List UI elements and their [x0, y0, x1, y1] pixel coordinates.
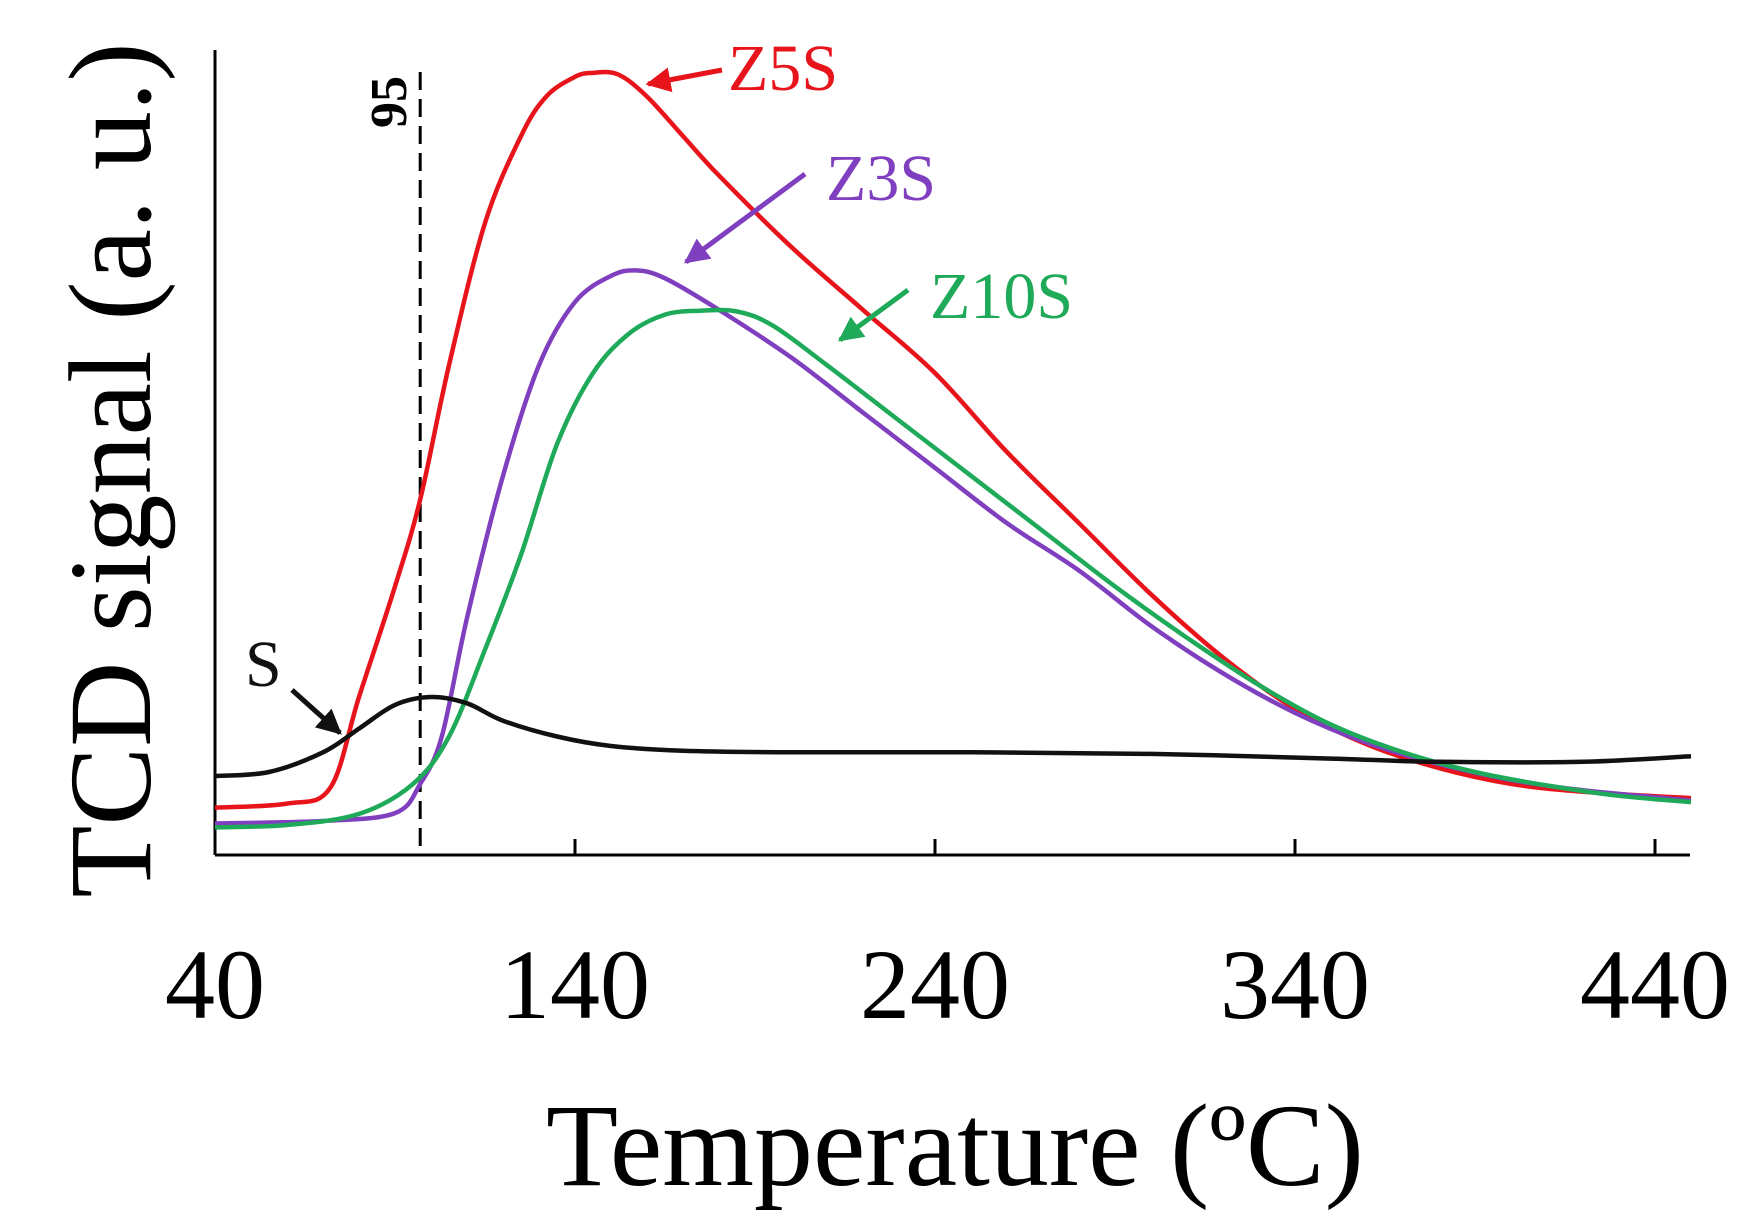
series-annotations: Z5S Z3S Z10S S [245, 32, 1073, 735]
reference-line-label: 95 [361, 76, 418, 128]
series-label-s: S [245, 628, 282, 701]
x-axis-ticks: 40 140 240 340 440 [165, 839, 1730, 1040]
series-label-z3s: Z3S [826, 142, 936, 215]
series-line-z3s [214, 268, 1692, 826]
x-tick-label: 240 [860, 929, 1010, 1040]
arrow-s [290, 688, 342, 735]
x-tick-label: 440 [1580, 929, 1730, 1040]
series-lines [214, 69, 1692, 830]
arrow-z10s [837, 287, 910, 343]
y-axis-title: TCD signal (a. u.) [45, 42, 176, 897]
series-line-s [214, 694, 1692, 779]
series-label-z10s: Z10S [930, 260, 1073, 333]
x-tick-label: 340 [1220, 929, 1370, 1040]
series-line-z5s [214, 69, 1692, 810]
x-tick-label: 140 [500, 929, 650, 1040]
series-line-z10s [214, 307, 1692, 830]
arrow-z3s [683, 171, 807, 265]
series-label-z5s: Z5S [728, 32, 838, 105]
arrow-z5s [645, 67, 723, 93]
x-axis-title: Temperature (ºC) [546, 1080, 1364, 1211]
x-tick-label: 40 [165, 929, 265, 1040]
